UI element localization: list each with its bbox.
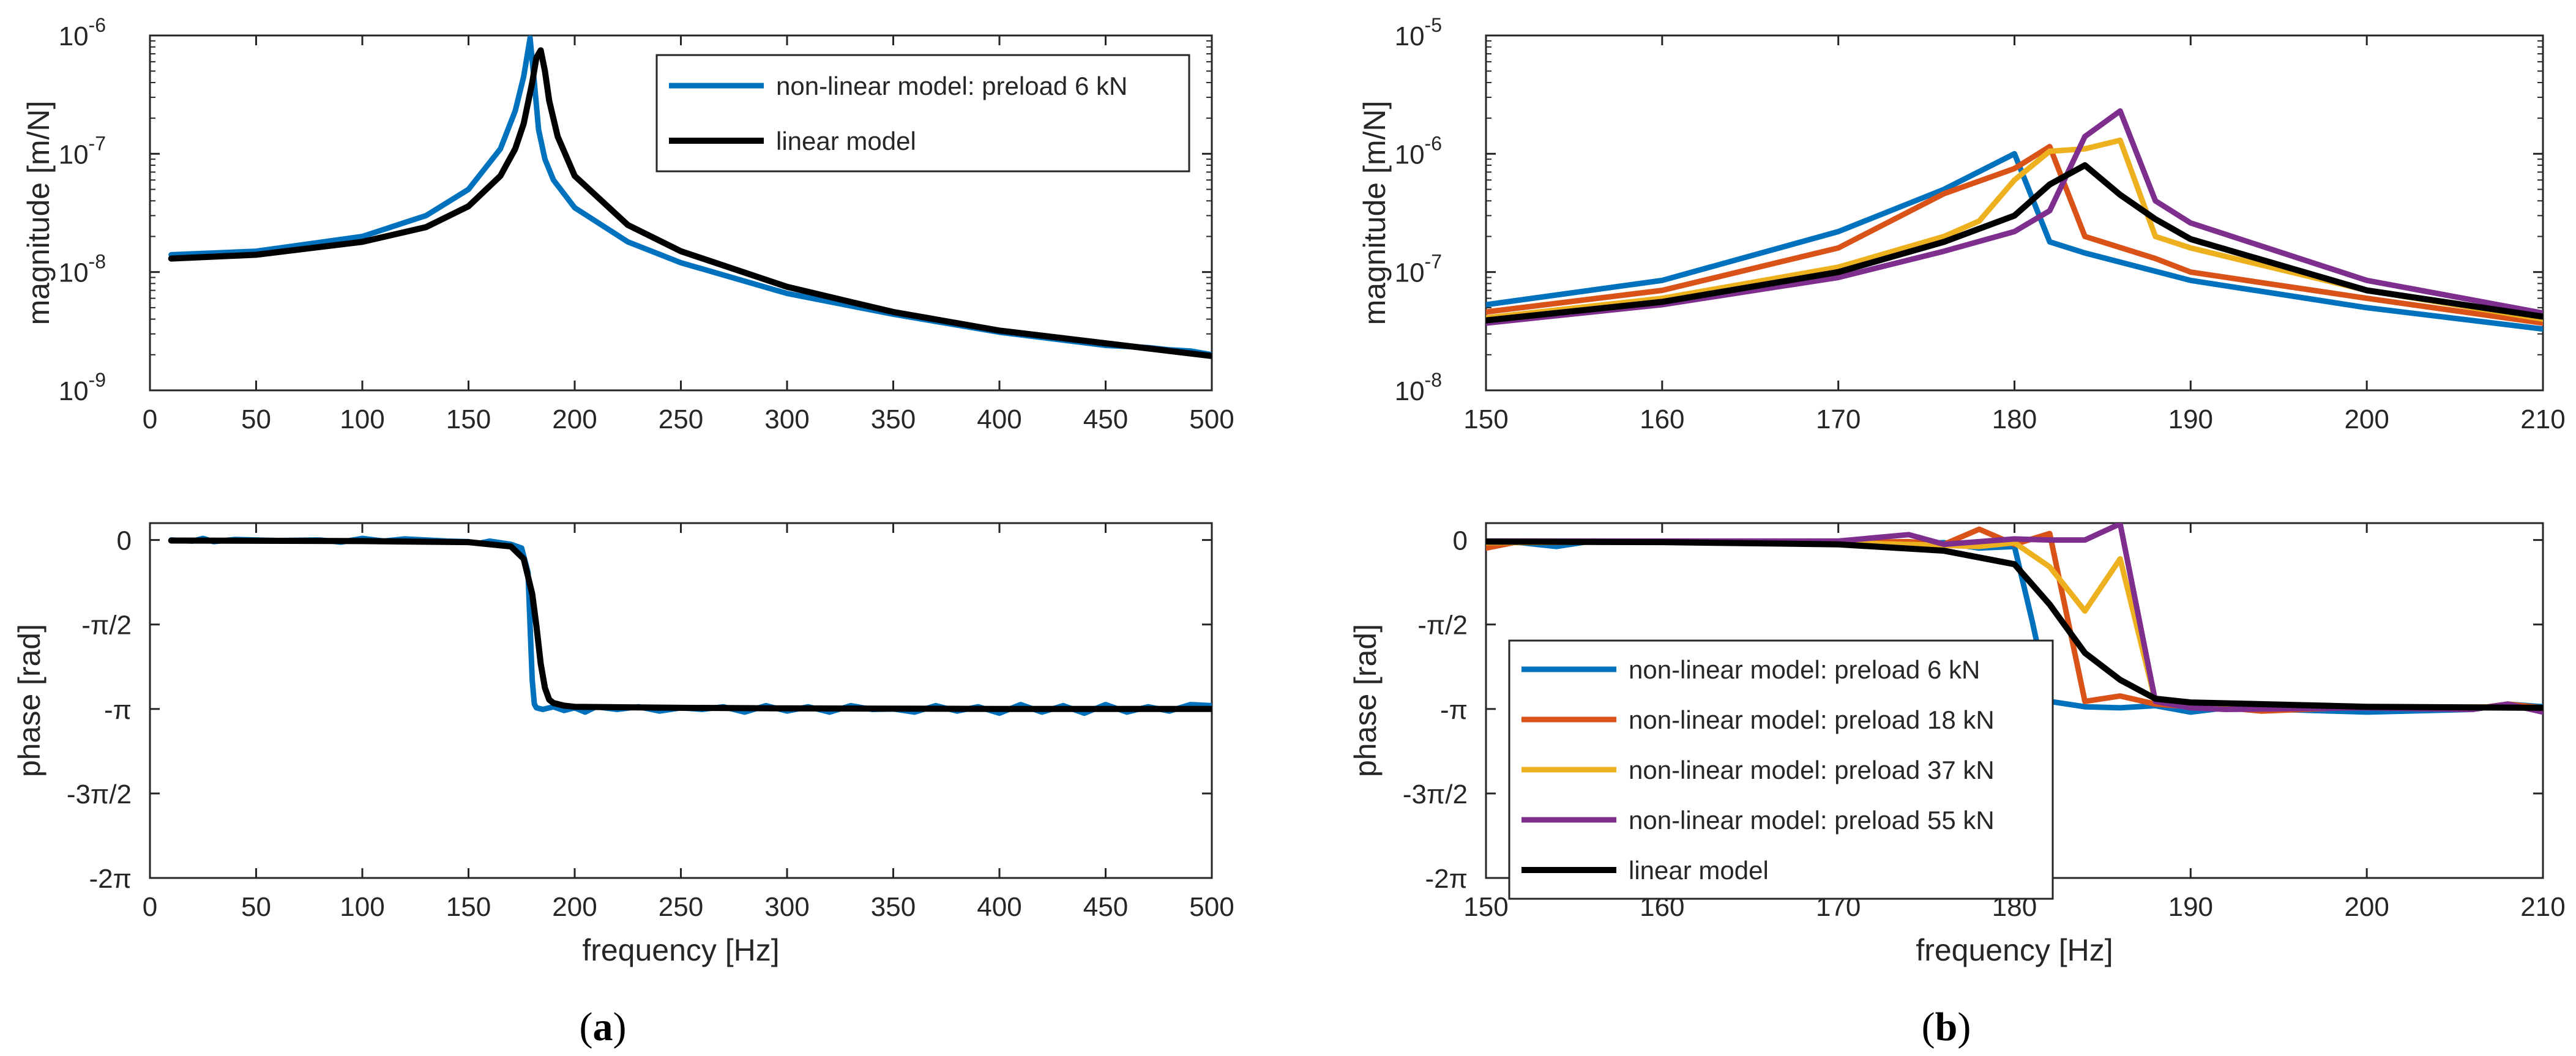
series-group xyxy=(1486,108,2543,332)
x-tick-label: 300 xyxy=(764,892,809,922)
series-linear xyxy=(1486,538,2543,711)
series-linear xyxy=(168,47,1212,359)
x-axis-label: frequency [Hz] xyxy=(582,933,779,967)
y-tick-label: -π/2 xyxy=(1417,611,1468,641)
x-tick-label: 190 xyxy=(2168,892,2213,922)
panel-b-magnitude: 150 160 170 180 190 200 210 10-8 10-7 10-6 10-5 mag… xyxy=(1357,14,2566,434)
y-tick-label: -π xyxy=(1440,695,1468,725)
series-linear xyxy=(1486,162,2543,324)
x-tick-label: 200 xyxy=(2344,892,2389,922)
x-tick-label: 400 xyxy=(977,892,1021,922)
panels-layer: 0 50 100 150 200 250 300 350 400 450 50010-910-810… xyxy=(12,14,2566,967)
y-tick-label: 10-8 xyxy=(59,251,106,288)
x-tick-label: 50 xyxy=(241,404,271,434)
x-tick-label: 500 xyxy=(1189,892,1234,922)
legend-label: non-linear model: preload 55 kN xyxy=(1629,806,1995,835)
y-tick-label: 10-6 xyxy=(59,14,106,51)
series-linear xyxy=(168,537,1212,712)
x-tick-label: 500 xyxy=(1189,404,1234,434)
y-axis-label: magnitude [m/N] xyxy=(1357,101,1392,325)
x-tick-label: 250 xyxy=(659,404,703,434)
x-tick-label: 0 xyxy=(143,404,157,434)
x-tick-label: 50 xyxy=(241,892,271,922)
series-nl18 xyxy=(1486,144,2543,326)
x-tick-label: 170 xyxy=(1816,404,1861,434)
panel-a-magnitude: 0 50 100 150 200 250 300 350 400 450 500 10-9 10-8 10… xyxy=(21,14,1234,434)
plot-area xyxy=(149,522,1213,879)
legend-box xyxy=(655,54,1190,173)
y-tick-label: 10-5 xyxy=(1395,14,1442,51)
series-group xyxy=(168,535,1212,716)
legend-label: non-linear model: preload 6 kN xyxy=(1629,655,1980,684)
x-tick-label: 160 xyxy=(1640,404,1684,434)
x-tick-label: 300 xyxy=(764,404,809,434)
x-tick-label: 150 xyxy=(446,404,491,434)
x-tick-label: 450 xyxy=(1083,404,1128,434)
x-tick-label: 150 xyxy=(1463,892,1508,922)
y-tick-label: 10-7 xyxy=(59,132,106,169)
series-group xyxy=(1486,523,2543,715)
x-tick-label: 100 xyxy=(340,404,384,434)
legend-label: non-linear model: preload 37 kN xyxy=(1629,756,1995,784)
y-tick-label: -π/2 xyxy=(81,611,132,641)
y-tick-label: 0 xyxy=(1453,526,1468,556)
series-nl37 xyxy=(1486,137,2543,322)
y-axis-label: phase [rad] xyxy=(1348,624,1383,777)
x-tick-label: 400 xyxy=(977,404,1021,434)
y-tick-label: 0 xyxy=(117,526,132,556)
x-tick-label: 150 xyxy=(1463,404,1508,434)
x-tick-label: 210 xyxy=(2520,404,2565,434)
x-tick-label: 150 xyxy=(446,892,491,922)
legend-label: non-linear model: preload 6 kN xyxy=(776,72,1127,100)
legend: non-linear model: preload 6 kN linear mod… xyxy=(655,54,1190,173)
x-tick-label: 450 xyxy=(1083,892,1128,922)
y-tick-label: -2π xyxy=(89,864,132,894)
x-tick-label: 200 xyxy=(552,404,597,434)
legend-label: non-linear model: preload 18 kN xyxy=(1629,705,1995,734)
y-tick-label: 10-8 xyxy=(1395,369,1442,406)
legend: non-linear model: preload 6 kN non-linear… xyxy=(1508,639,2054,900)
series-group xyxy=(168,35,1212,359)
x-tick-label: 190 xyxy=(2168,404,2213,434)
x-tick-label: 180 xyxy=(1992,404,2037,434)
legend-label: linear model xyxy=(1629,856,1769,885)
panel-a-phase: 0 50 100 150 200 250 300 350 400 450 500 -2π -3π/2 -π… xyxy=(12,522,1234,967)
legend-label: linear model xyxy=(776,127,916,155)
y-tick-label: -2π xyxy=(1425,864,1468,894)
x-tick-label: 210 xyxy=(2520,892,2565,922)
y-tick-label: 10-7 xyxy=(1395,251,1442,288)
caption-a: (a) xyxy=(580,1005,627,1049)
x-tick-label: 0 xyxy=(143,892,157,922)
x-tick-label: 200 xyxy=(2344,404,2389,434)
y-axis-label: magnitude [m/N] xyxy=(21,101,56,325)
caption-b: (b) xyxy=(1922,1005,1971,1049)
x-tick-label: 250 xyxy=(659,892,703,922)
y-tick-label: 10-6 xyxy=(1395,132,1442,169)
y-tick-label: -3π/2 xyxy=(67,779,132,809)
x-tick-label: 350 xyxy=(871,404,916,434)
panel-b-phase: 150 160 170 180 190 200 210-2π-3π/2-π-π/20phas… xyxy=(1348,522,2566,967)
x-tick-label: 100 xyxy=(340,892,384,922)
y-tick-label: -π xyxy=(104,695,132,725)
x-tick-label: 350 xyxy=(871,892,916,922)
y-axis-label: phase [rad] xyxy=(12,624,47,777)
y-tick-label: 10-9 xyxy=(59,369,106,406)
x-axis-label: frequency [Hz] xyxy=(1916,933,2113,967)
y-tick-label: -3π/2 xyxy=(1403,779,1468,809)
x-tick-label: 200 xyxy=(552,892,597,922)
